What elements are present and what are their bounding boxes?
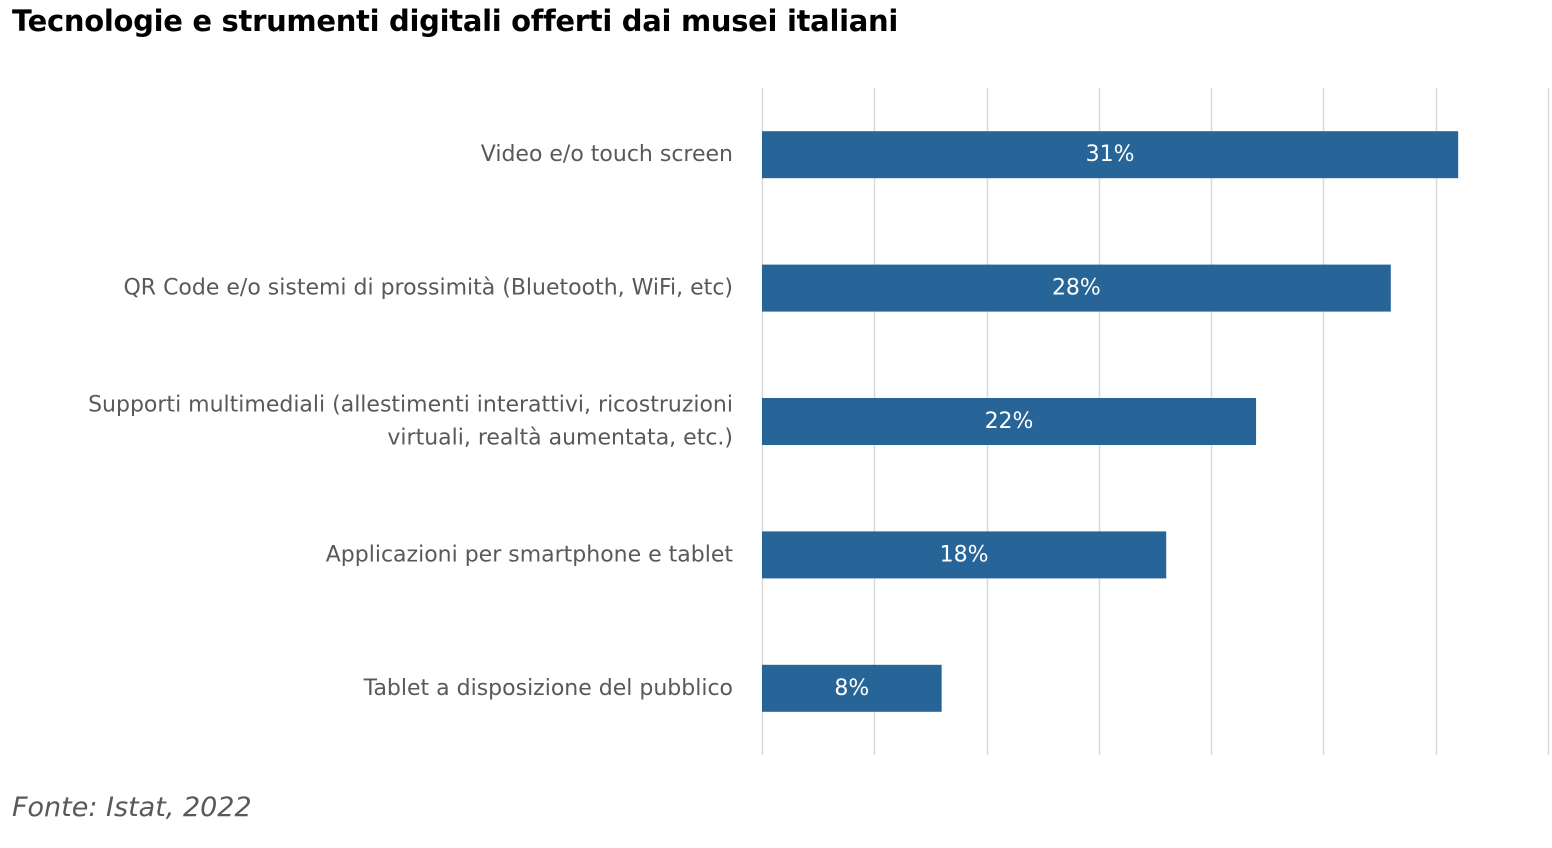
category-labels: Video e/o touch screen QR Code e/o sistem… [88,142,733,701]
data-label: 18% [940,542,989,567]
bar [762,531,1167,579]
category-label: Supporti multimediali (allestimenti inte… [88,393,733,418]
chart-title: Tecnologie e strumenti digitali offerti … [12,4,898,38]
data-labels: 31% 28% 22% 18% 8% [834,142,1134,701]
category-label: Video e/o touch screen [481,142,733,167]
category-label: Applicazioni per smartphone e tablet [326,542,734,567]
bars [762,131,1459,712]
data-label: 8% [834,676,869,701]
category-label: virtuali, realtà aumentata, etc.) [387,426,733,451]
data-label: 22% [985,409,1034,434]
bar [762,131,1459,179]
bar [762,398,1257,445]
data-label: 28% [1052,276,1101,301]
category-label: QR Code e/o sistemi di prossimità (Bluet… [123,276,733,301]
bar [762,664,942,712]
data-label: 31% [1086,142,1135,167]
category-label: Tablet a disposizione del pubblico [363,676,733,701]
bar [762,264,1391,312]
source-note: Fonte: Istat, 2022 [12,792,252,823]
